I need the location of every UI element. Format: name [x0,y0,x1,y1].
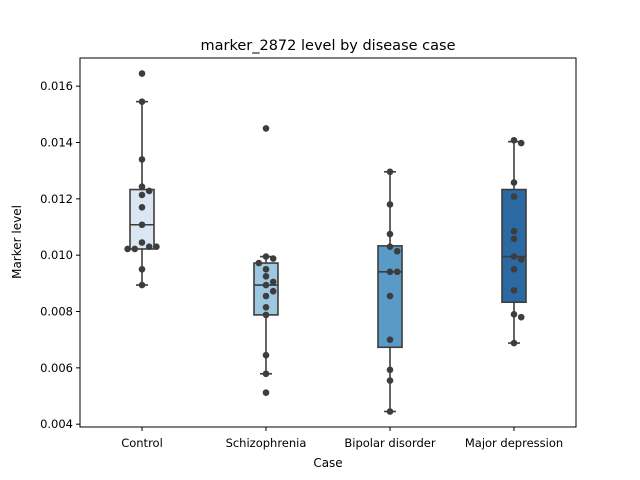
data-point [138,203,146,211]
data-point [386,336,394,343]
data-point [386,243,394,251]
data-point [386,268,394,276]
data-point [262,292,270,300]
data-point [269,255,277,262]
data-point [138,239,146,246]
data-point [386,292,394,300]
y-axis-label: Marker level [10,205,24,279]
data-point [269,278,277,286]
x-axis-label: Case [313,456,342,470]
data-point [393,247,401,255]
plot-area [124,69,527,415]
data-point [145,187,153,195]
y-tick-label: 0.004 [40,417,73,431]
x-tick-label: Bipolar disorder [344,436,435,450]
data-point [138,183,146,191]
data-point [262,311,270,319]
data-point [262,389,270,396]
y-tick-label: 0.008 [40,305,73,319]
data-point [138,221,146,229]
data-point [517,313,525,321]
data-point [510,311,518,318]
data-point [138,98,146,105]
data-point [262,351,270,359]
data-point [131,245,139,253]
data-point [255,259,263,267]
y-tick-label: 0.012 [40,192,73,206]
y-tick-label: 0.016 [40,79,73,93]
data-point [510,235,518,243]
x-tick-label: Control [121,436,163,450]
data-point [517,256,525,263]
data-point [510,287,518,294]
data-point [510,227,518,235]
y-tick-label: 0.014 [40,136,73,150]
data-point [386,377,394,384]
x-tick-label: Major depression [465,436,563,450]
data-point [510,193,518,200]
x-tick-label: Schizophrenia [226,436,307,450]
data-point [510,136,518,144]
data-point [138,281,146,289]
y-tick-label: 0.006 [40,361,73,375]
box-1 [129,188,155,250]
data-point [262,265,270,273]
data-point [386,201,394,208]
data-point [138,191,146,199]
chart-title: marker_2872 level by disease case [201,38,456,54]
data-point [138,156,146,163]
data-point [145,243,153,251]
data-point [262,281,270,289]
data-point [510,179,518,186]
data-point [510,253,518,260]
data-point [386,168,394,176]
plot-frame [79,57,577,428]
data-point [517,139,525,147]
data-point [124,245,131,253]
data-point [386,408,394,415]
data-point [386,230,394,238]
data-point [153,243,160,251]
data-point [386,366,394,374]
y-tick-label: 0.010 [40,248,73,262]
data-point [510,339,518,347]
data-point [262,370,270,378]
data-point [510,265,518,273]
data-point [262,125,270,132]
data-point [269,287,277,295]
box-4 [501,188,527,304]
data-point [262,303,270,311]
data-point [262,273,270,280]
data-point [393,268,401,276]
data-point [138,70,146,77]
data-point [262,253,270,260]
data-point [138,265,146,273]
